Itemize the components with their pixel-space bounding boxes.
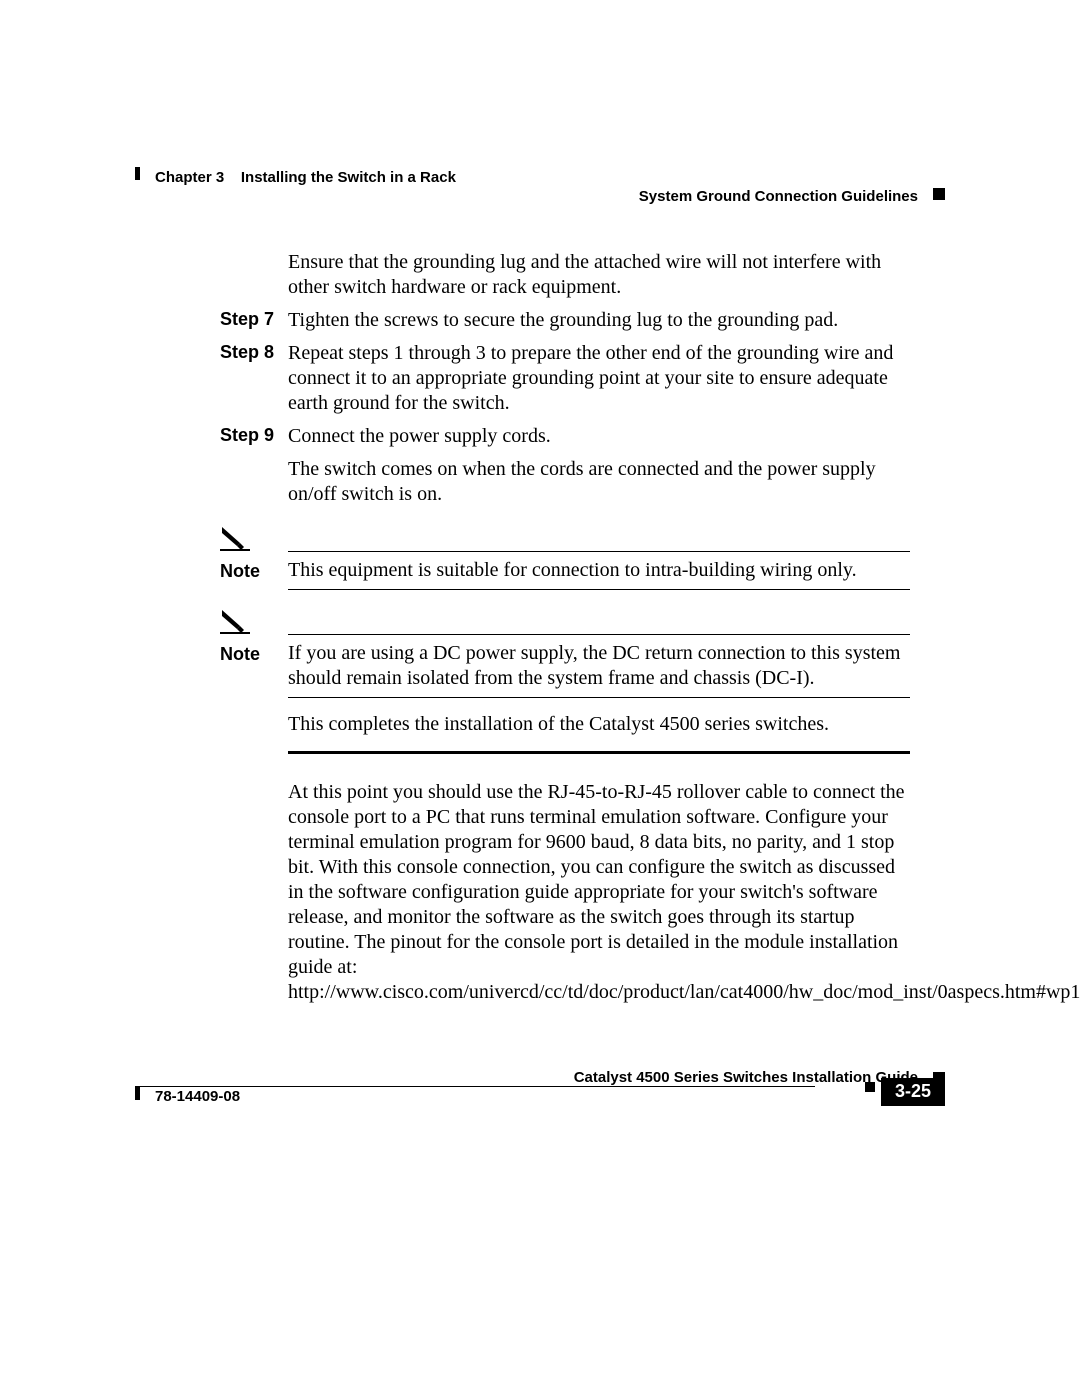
header-accent-bar [135, 167, 140, 180]
step-label: Step 7 [220, 308, 288, 333]
empty-label [220, 457, 288, 507]
note-row: Note This equipment is suitable for conn… [220, 558, 910, 583]
completion-text: This completes the installation of the C… [288, 712, 910, 737]
page-body: Ensure that the grounding lug and the at… [220, 250, 910, 1005]
note-text: This equipment is suitable for connectio… [288, 558, 910, 583]
note-label: Note [220, 558, 288, 582]
step-row: Step 7 Tighten the screws to secure the … [220, 308, 910, 333]
step-row: Step 9 Connect the power supply cords. [220, 424, 910, 449]
note-rule-top [288, 634, 910, 635]
page-number-left-square [865, 1082, 875, 1092]
document-page: Chapter 3 Installing the Switch in a Rac… [0, 0, 1080, 1397]
section-title: System Ground Connection Guidelines [639, 188, 918, 205]
chapter-heading: Chapter 3 Installing the Switch in a Rac… [155, 169, 456, 186]
pencil-icon [220, 608, 288, 634]
note-row: Note If you are using a DC power supply,… [220, 641, 910, 691]
note-label: Note [220, 641, 288, 665]
note-icon-row [220, 525, 910, 551]
step-text: Repeat steps 1 through 3 to prepare the … [288, 341, 910, 416]
step-row: Step 8 Repeat steps 1 through 3 to prepa… [220, 341, 910, 416]
chapter-title: Installing the Switch in a Rack [241, 169, 456, 186]
footer-rule [135, 1086, 815, 1087]
chapter-label: Chapter 3 [155, 169, 224, 186]
footer-doc-number: 78-14409-08 [155, 1088, 240, 1105]
step-followup-text: The switch comes on when the cords are c… [288, 457, 910, 507]
footer-accent-bar [135, 1087, 140, 1100]
intro-continuation-text: Ensure that the grounding lug and the at… [288, 250, 910, 300]
note-rule-top [288, 551, 910, 552]
note-rule-bottom [288, 589, 910, 590]
step-label: Step 8 [220, 341, 288, 416]
intro-continuation-row: Ensure that the grounding lug and the at… [220, 250, 910, 300]
pencil-icon [220, 525, 288, 551]
step-text: Tighten the screws to secure the groundi… [288, 308, 910, 333]
step-followup-row: The switch comes on when the cords are c… [220, 457, 910, 507]
section-end-rule [288, 751, 910, 754]
step-label: Step 9 [220, 424, 288, 449]
header-square-icon [933, 188, 945, 200]
empty-label [220, 250, 288, 300]
note-text: If you are using a DC power supply, the … [288, 641, 910, 691]
closing-paragraph: At this point you should use the RJ-45-t… [288, 780, 910, 1005]
note-icon-row [220, 608, 910, 634]
note-rule-bottom [288, 697, 910, 698]
page-number-box: 3-25 [881, 1078, 945, 1106]
step-text: Connect the power supply cords. [288, 424, 910, 449]
